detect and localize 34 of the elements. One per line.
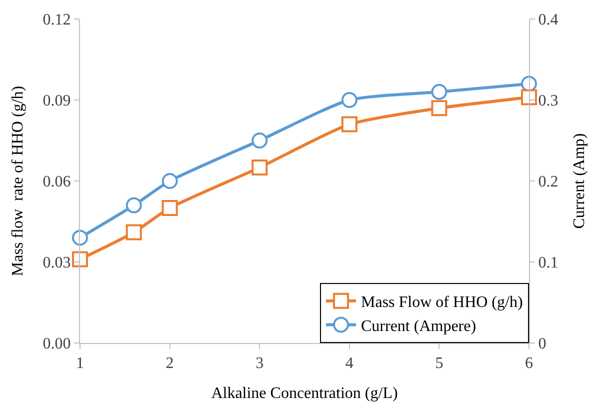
legend-label: Current (Ampere)	[361, 318, 476, 335]
point	[431, 100, 448, 116]
legend-label: Mass Flow of HHO (g/h)	[361, 294, 523, 312]
x-tick-label: 1	[76, 355, 84, 372]
point	[72, 251, 88, 268]
point	[252, 160, 268, 176]
point	[252, 132, 268, 148]
y2-tick-label: 0	[538, 336, 546, 353]
point	[72, 230, 88, 246]
point	[126, 224, 142, 240]
x-tick-label: 4	[345, 355, 354, 372]
point	[521, 89, 537, 106]
point	[126, 197, 142, 214]
point	[341, 116, 358, 132]
y-tick-label: 0.00	[42, 336, 71, 353]
x-tick-label: 2	[166, 355, 174, 372]
y-tick-label: 0.12	[42, 12, 71, 29]
y2-tick-label: 0.4	[538, 12, 558, 29]
x-tick-label: 3	[256, 355, 264, 372]
y2-tick-label: 0.2	[538, 174, 558, 191]
y2-axis-title: Current (Amp)	[570, 133, 588, 229]
y-tick-label: 0.03	[42, 254, 71, 272]
y2-tick-label: 0.1	[538, 254, 558, 272]
x-tick-label: 5	[435, 355, 444, 372]
y-tick-label: 0.09	[42, 92, 71, 110]
point	[162, 173, 178, 189]
point	[162, 200, 178, 216]
y2-tick-label: 0.3	[538, 92, 558, 110]
x-tick-label: 6	[525, 355, 533, 372]
point	[341, 92, 358, 108]
x-axis-title: Alkaline Concentration (g/L)	[211, 384, 398, 402]
y-tick-label: 0.06	[42, 174, 71, 191]
point	[431, 84, 448, 100]
y-axis-title: Mass flow rate of HHO (g/h)	[10, 86, 27, 276]
